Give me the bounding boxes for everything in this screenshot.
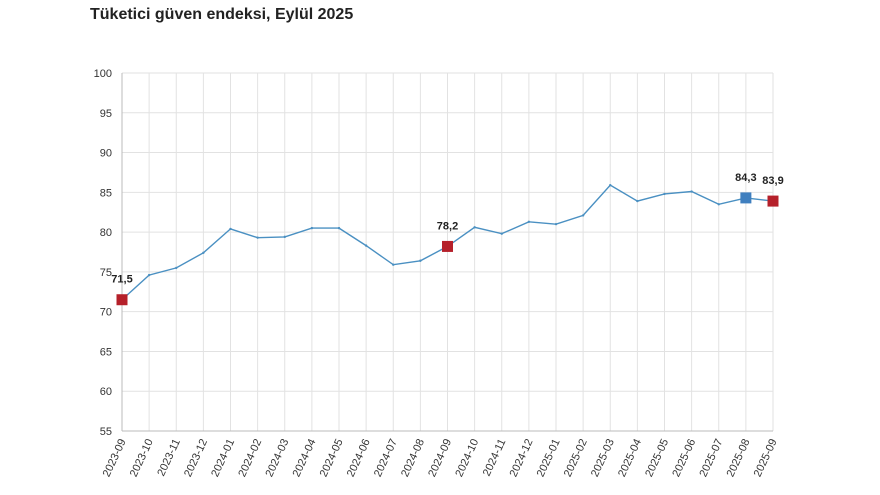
data-point xyxy=(229,227,232,231)
x-tick-label: 2025-03 xyxy=(589,437,617,479)
data-label: 83,9 xyxy=(762,175,783,187)
data-point xyxy=(609,183,612,187)
data-label: 78,2 xyxy=(437,220,458,232)
y-tick-label: 75 xyxy=(100,267,112,279)
x-tick-label: 2025-01 xyxy=(535,437,563,479)
data-point xyxy=(581,214,585,217)
data-point xyxy=(690,190,693,193)
data-point xyxy=(392,263,395,266)
x-tick-label: 2024-03 xyxy=(264,437,292,479)
x-tick-label: 2024-05 xyxy=(318,437,346,479)
y-tick-label: 85 xyxy=(100,187,112,199)
data-point xyxy=(337,226,341,230)
y-tick-label: 90 xyxy=(100,148,112,160)
data-point xyxy=(500,232,503,235)
x-tick-label: 2025-05 xyxy=(643,437,671,479)
data-point xyxy=(310,226,314,230)
y-tick-label: 65 xyxy=(100,346,112,358)
x-axis-ticks: 2023-09 2023-10 2023-11 2023-12 2024-01 2024-… xyxy=(101,437,780,479)
x-tick-label: 2024-08 xyxy=(399,437,427,479)
data-label: 71,5 xyxy=(111,274,132,286)
x-tick-label: 2023-12 xyxy=(182,437,210,479)
x-tick-label: 2025-08 xyxy=(725,437,753,479)
x-tick-label: 2024-01 xyxy=(209,437,237,479)
data-point xyxy=(554,222,558,226)
x-tick-label: 2025-04 xyxy=(616,437,644,479)
y-axis-ticks: 55 60 65 70 75 80 85 90 95 100 xyxy=(94,68,112,438)
highlight-marker xyxy=(740,192,752,204)
x-tick-label: 2023-09 xyxy=(101,437,129,479)
y-tick-label: 55 xyxy=(100,426,112,438)
y-tick-label: 70 xyxy=(100,307,112,319)
x-tick-label: 2025-09 xyxy=(752,437,780,479)
x-tick-label: 2024-07 xyxy=(372,437,400,479)
data-point xyxy=(419,259,422,262)
x-tick-label: 2023-11 xyxy=(155,437,183,478)
x-tick-label: 2024-12 xyxy=(508,437,536,479)
x-tick-label: 2024-04 xyxy=(291,437,319,479)
x-tick-label: 2024-10 xyxy=(453,437,481,479)
y-tick-label: 60 xyxy=(100,386,112,398)
x-tick-label: 2023-10 xyxy=(128,437,156,479)
y-tick-label: 100 xyxy=(94,68,112,80)
data-point xyxy=(473,226,476,229)
chart-title: Tüketici güven endeksi, Eylül 2025 xyxy=(90,6,354,23)
y-tick-label: 80 xyxy=(100,227,112,239)
data-point xyxy=(717,203,720,206)
x-tick-label: 2024-11 xyxy=(481,437,509,478)
x-tick-label: 2024-06 xyxy=(345,437,373,479)
data-point xyxy=(636,199,639,203)
data-point xyxy=(364,244,368,247)
data-point xyxy=(175,266,178,270)
x-tick-label: 2025-07 xyxy=(698,437,726,479)
data-point xyxy=(527,220,531,223)
highlight-marker xyxy=(116,294,128,306)
x-tick-label: 2024-02 xyxy=(236,437,264,479)
x-tick-label: 2024-09 xyxy=(426,437,454,479)
highlight-marker xyxy=(442,240,453,252)
data-point xyxy=(147,273,151,277)
data-point xyxy=(202,251,205,254)
data-point xyxy=(283,235,286,239)
marker-layer: 71,5 78,2 84,3 83,9 xyxy=(111,172,784,306)
x-tick-label: 2025-06 xyxy=(670,437,698,479)
highlight-marker xyxy=(767,195,779,207)
data-point xyxy=(663,192,666,196)
data-point xyxy=(256,236,259,239)
grid-lines xyxy=(121,72,774,432)
y-tick-label: 95 xyxy=(100,108,112,120)
data-label: 84,3 xyxy=(735,172,756,184)
x-tick-label: 2025-02 xyxy=(562,437,590,479)
